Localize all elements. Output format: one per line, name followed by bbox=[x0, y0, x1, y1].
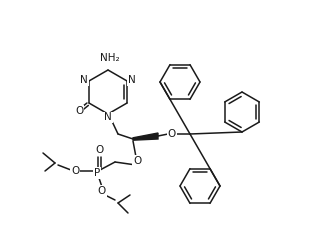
Text: P: P bbox=[94, 168, 100, 178]
Text: N: N bbox=[80, 75, 88, 85]
Text: NH₂: NH₂ bbox=[100, 53, 120, 63]
Text: O: O bbox=[133, 156, 141, 166]
Text: N: N bbox=[128, 75, 136, 85]
Text: O: O bbox=[95, 145, 103, 155]
Text: O: O bbox=[168, 129, 176, 139]
Polygon shape bbox=[133, 133, 158, 140]
Text: N: N bbox=[104, 113, 112, 122]
Text: O: O bbox=[98, 186, 106, 196]
Text: O: O bbox=[71, 166, 79, 176]
Text: O: O bbox=[75, 106, 83, 116]
